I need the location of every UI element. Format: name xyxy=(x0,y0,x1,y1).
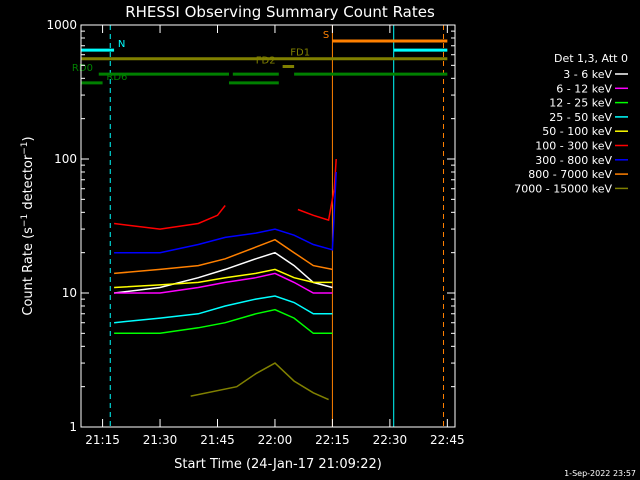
flag-label-rd6: RD6 xyxy=(106,72,127,83)
x-tick-label-2: 21:45 xyxy=(200,433,235,447)
x-tick-label-1: 21:30 xyxy=(143,433,178,447)
x-tick-label-0: 21:15 xyxy=(85,433,120,447)
legend-label-6: 300 - 800 keV xyxy=(535,154,612,167)
legend-label-3: 25 - 50 keV xyxy=(549,111,612,124)
legend-header: Det 1,3, Att 0 xyxy=(554,52,628,65)
x-tick-label-5: 22:30 xyxy=(373,433,408,447)
series-line-1-seg-0 xyxy=(114,272,333,294)
series-line-7-seg-0 xyxy=(114,238,333,275)
legend-label-5: 100 - 300 keV xyxy=(535,140,612,153)
flag-label-fd1: FD1 xyxy=(290,48,310,59)
y-tick-label-1: 10 xyxy=(62,286,77,300)
series-line-6-seg-0 xyxy=(114,171,337,254)
x-axis-label: Start Time (24-Jan-17 21:09:22) xyxy=(174,457,382,472)
plot-area: N S FD1 FD2 RD0 RD6 xyxy=(72,25,448,427)
legend-label-8: 7000 - 15000 keV xyxy=(514,182,612,195)
series-line-4-seg-0 xyxy=(114,268,333,289)
series-line-2-seg-0 xyxy=(114,308,333,335)
flag-label-rd0: RD0 xyxy=(72,63,93,74)
y-axis-label: Count Rate (s−1 detector−1) xyxy=(20,136,36,315)
series-line-5-seg-0 xyxy=(114,205,226,230)
flag-label-s: S xyxy=(323,30,329,41)
y-axis: 1 10 100 1000 xyxy=(46,18,455,434)
footer-date: 1-Sep-2022 23:57 xyxy=(564,469,636,478)
series-line-8-seg-0 xyxy=(190,362,329,401)
series-line-3-seg-0 xyxy=(114,295,333,324)
series-line-5-seg-1 xyxy=(297,158,337,222)
flag-label-n: N xyxy=(118,39,125,50)
x-tick-label-4: 22:15 xyxy=(315,433,350,447)
legend-label-1: 6 - 12 keV xyxy=(556,82,612,95)
y-tick-label-0: 1 xyxy=(69,420,77,434)
legend-label-0: 3 - 6 keV xyxy=(563,68,612,81)
legend-label-4: 50 - 100 keV xyxy=(542,125,612,138)
y-tick-label-2: 100 xyxy=(54,152,77,166)
legend-label-2: 12 - 25 keV xyxy=(549,97,612,110)
plot-frame xyxy=(80,24,456,428)
flag-label-fd2: FD2 xyxy=(256,56,276,67)
x-tick-label-3: 22:00 xyxy=(258,433,293,447)
chart-title: RHESSI Observing Summary Count Rates xyxy=(125,3,435,21)
y-tick-label-3: 1000 xyxy=(46,18,77,32)
x-axis: 21:15 21:30 21:45 22:00 22:15 22:30 22:45 xyxy=(85,25,465,447)
x-tick-label-6: 22:45 xyxy=(430,433,465,447)
legend-label-7: 800 - 7000 keV xyxy=(528,168,612,181)
